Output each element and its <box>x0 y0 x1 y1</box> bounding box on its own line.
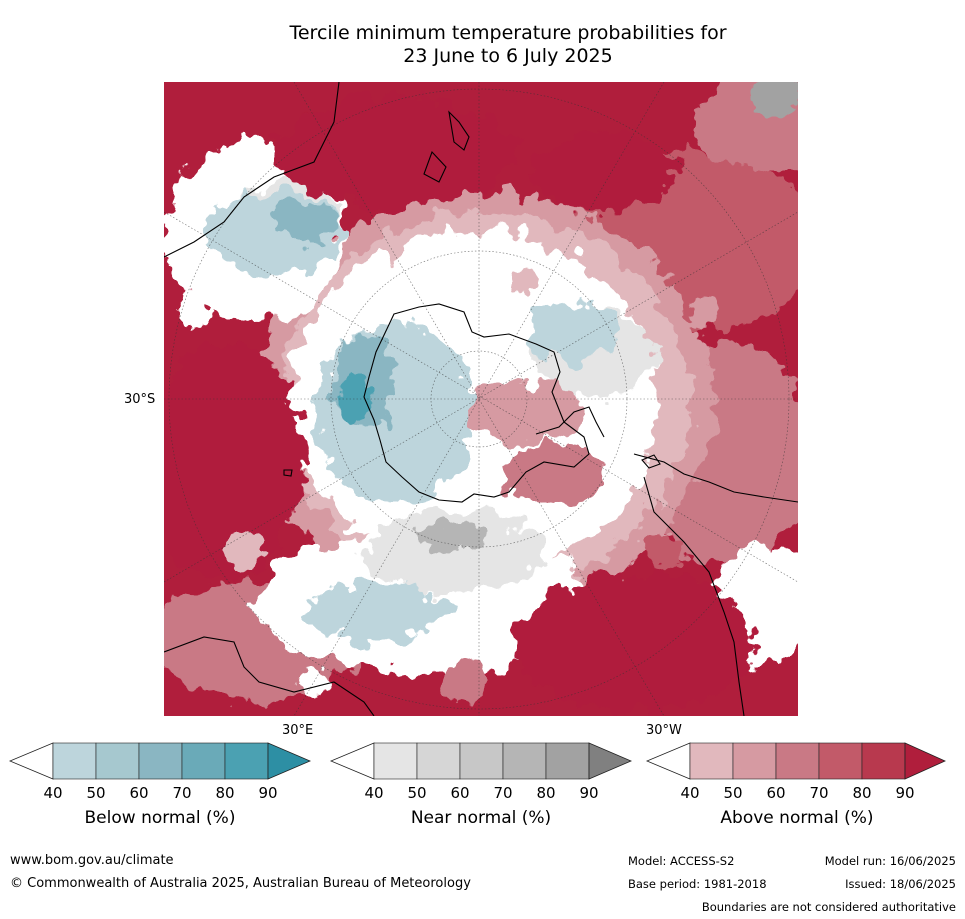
africa-coast <box>164 82 340 258</box>
tick: 50 <box>407 784 427 802</box>
issued-date: Issued: 18/06/2025 <box>845 877 956 891</box>
tick: 80 <box>536 784 556 802</box>
tick: 50 <box>723 784 743 802</box>
new-zealand-north <box>448 110 470 151</box>
base-period: Base period: 1981-2018 <box>628 877 767 891</box>
cbar-near-min <box>329 742 375 780</box>
latitude-label: 30°S <box>124 392 156 407</box>
colorbar-above-label: Above normal (%) <box>720 808 874 828</box>
cbar-above-2 <box>732 742 777 780</box>
cbar-near-4 <box>502 742 547 780</box>
colorbar-below-normal-svg <box>8 742 312 780</box>
model-run-date: Model run: 16/06/2025 <box>824 854 956 868</box>
model-name: Model: ACCESS-S2 <box>628 854 735 868</box>
cbar-above-max <box>904 742 946 780</box>
falklands <box>641 454 661 469</box>
colorbar-near-normal-svg <box>329 742 633 780</box>
colorbar-near-label: Near normal (%) <box>410 808 552 828</box>
tick: 90 <box>579 784 599 802</box>
colorbar-below-label: Below normal (%) <box>84 808 236 828</box>
indian-ocean-island <box>283 469 293 477</box>
title-line-2: 23 June to 6 July 2025 <box>403 45 613 67</box>
tick: 70 <box>809 784 829 802</box>
longitude-label-west: 30°W <box>646 723 682 738</box>
australia-coast <box>164 636 375 716</box>
colorbar-above-normal <box>645 742 947 780</box>
colorbar-below-normal <box>8 742 312 780</box>
cbar-above-5 <box>861 742 906 780</box>
colorbar-above-normal-svg <box>645 742 946 780</box>
tick: 60 <box>766 784 786 802</box>
south-america-east <box>643 476 745 716</box>
cbar-near-max <box>588 742 633 780</box>
map-canvas <box>164 82 798 716</box>
tick: 40 <box>680 784 700 802</box>
tick: 40 <box>43 784 63 802</box>
cbar-below-2 <box>95 742 140 780</box>
cbar-near-2 <box>416 742 461 780</box>
probability-shading <box>164 82 798 712</box>
chart-title: Tercile minimum temperature probabilitie… <box>0 22 965 68</box>
tick: 90 <box>895 784 915 802</box>
antarctica-coast <box>363 303 590 503</box>
tick: 60 <box>450 784 470 802</box>
cbar-above-min <box>645 742 691 780</box>
cbar-below-min <box>8 742 54 780</box>
probability-map <box>164 82 798 716</box>
tick: 70 <box>493 784 513 802</box>
coastlines <box>164 82 798 716</box>
cbar-above-1 <box>689 742 734 780</box>
tick: 50 <box>86 784 106 802</box>
new-zealand-south <box>423 150 447 183</box>
tick: 90 <box>258 784 278 802</box>
boundaries-disclaimer: Boundaries are not considered authoritat… <box>701 900 956 914</box>
probability-speckle <box>176 82 798 704</box>
tick: 80 <box>215 784 235 802</box>
south-america-coast <box>633 453 798 503</box>
title-line-1: Tercile minimum temperature probabilitie… <box>289 22 727 44</box>
tick: 60 <box>129 784 149 802</box>
website-link[interactable]: www.bom.gov.au/climate <box>10 853 174 868</box>
cbar-below-1 <box>52 742 97 780</box>
copyright-text: © Commonwealth of Australia 2025, Austra… <box>10 876 471 891</box>
colorbar-near-normal <box>329 742 633 780</box>
cbar-near-1 <box>373 742 418 780</box>
tick: 80 <box>852 784 872 802</box>
cbar-below-3 <box>138 742 183 780</box>
cbar-below-5 <box>224 742 269 780</box>
cbar-near-3 <box>459 742 504 780</box>
cbar-below-max <box>267 742 312 780</box>
cbar-above-4 <box>818 742 863 780</box>
tick: 40 <box>364 784 384 802</box>
tick: 70 <box>172 784 192 802</box>
cbar-above-3 <box>775 742 820 780</box>
longitude-label-east: 30°E <box>282 723 314 738</box>
antarctic-peninsula <box>535 406 605 438</box>
cbar-near-5 <box>545 742 590 780</box>
graticule <box>164 82 798 716</box>
cbar-below-4 <box>181 742 226 780</box>
